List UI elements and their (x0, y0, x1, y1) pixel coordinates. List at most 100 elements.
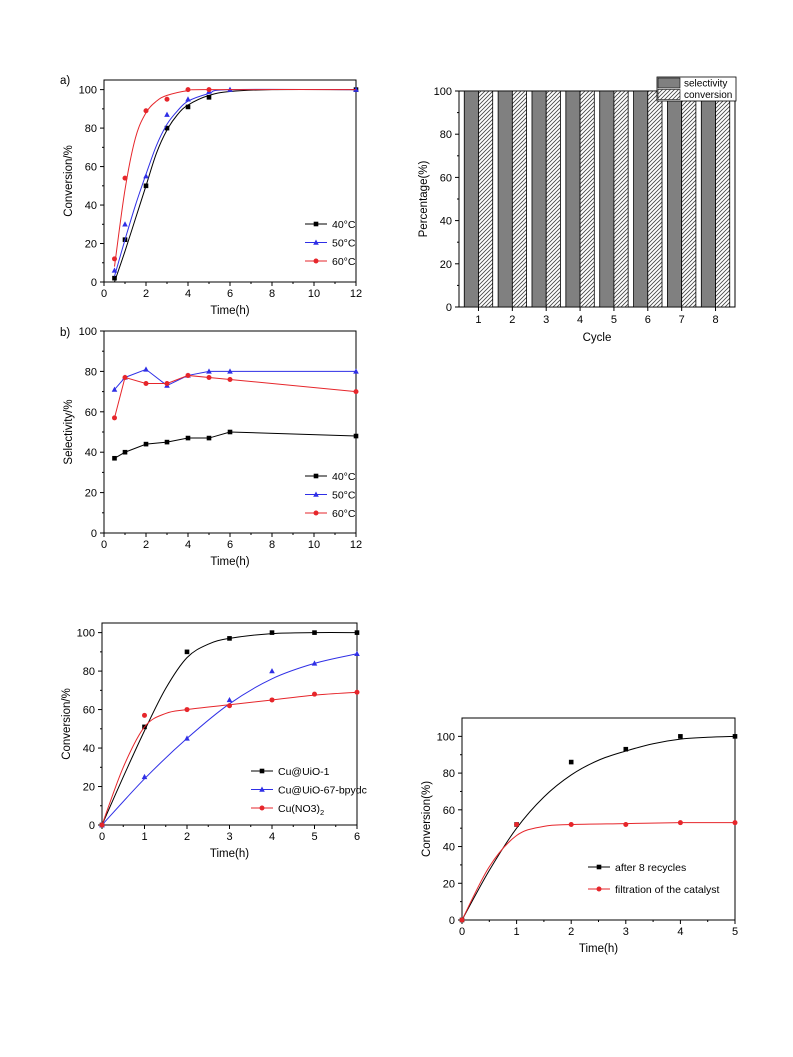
chart-e: 0 1 2 3 4 5 0 20 40 60 80 100 Time(h) Conversion(%) af… (421, 717, 738, 955)
y-axis-label: Conversion/% (63, 145, 75, 217)
data-point (206, 368, 212, 374)
legend: 40°C 50°C 60°C (305, 471, 356, 520)
legend-marker (596, 864, 602, 870)
data-point (206, 435, 212, 441)
x-tick-label: 3 (226, 831, 232, 843)
y-tick-label: 60 (85, 162, 97, 174)
data-point (122, 449, 128, 455)
data-point (678, 734, 683, 739)
y-tick-label: 60 (83, 705, 95, 717)
data-point (568, 822, 574, 828)
legend-marker (259, 768, 265, 774)
x-tick-label: 4 (577, 314, 583, 326)
data-point (227, 376, 233, 382)
data-point (185, 104, 191, 110)
series-curve (461, 735, 736, 921)
x-tick-label: 1 (141, 831, 147, 843)
data-point (143, 108, 149, 114)
data-point (142, 712, 147, 718)
x-tick-label: 2 (143, 539, 149, 551)
series-line (114, 374, 357, 418)
data-point (185, 96, 191, 102)
x-tick-label: 2 (143, 288, 149, 300)
data-point (269, 668, 275, 674)
x-axis-label: Time(h) (210, 848, 249, 860)
data-point (353, 433, 359, 439)
bar-conversion (613, 90, 629, 308)
legend-marker (313, 258, 319, 264)
data-point (164, 111, 170, 117)
x-tick-label: 7 (679, 314, 685, 326)
legend-marker (313, 491, 319, 497)
data-point (111, 267, 118, 273)
data-point (164, 96, 170, 102)
bar-conversion (511, 90, 527, 308)
chart-d: 0 1 2 3 4 5 6020406080100Time(h)Conversion/%Cu… (61, 622, 367, 860)
legend: 40°C 50°C 60°C (305, 219, 356, 268)
x-tick-label: 5 (611, 314, 617, 326)
y-axis-label: Conversion/% (61, 688, 73, 760)
legend-marker (313, 473, 319, 479)
data-point (143, 183, 149, 189)
x-tick-label: 8 (269, 288, 275, 300)
y-tick-label: 100 (434, 86, 452, 98)
series-2 (112, 372, 359, 421)
data-point (677, 820, 683, 826)
data-point (623, 822, 629, 828)
legend-label: 50°C (332, 237, 356, 249)
data-point (184, 649, 190, 655)
series-2 (112, 87, 357, 267)
data-point (623, 746, 629, 752)
data-point (122, 221, 128, 227)
series-0 (112, 429, 359, 461)
data-point (185, 435, 191, 441)
x-tick-label: 0 (459, 926, 465, 938)
x-axis-label: Time(h) (210, 556, 249, 568)
legend-label: filtration of the catalyst (615, 884, 720, 896)
legend-label: Cu@UiO-1 (278, 766, 330, 778)
data-point (112, 275, 117, 281)
bar-selectivity (497, 90, 513, 308)
x-tick-label: 3 (623, 926, 629, 938)
x-tick-label: 0 (101, 539, 107, 551)
series-0 (112, 87, 359, 283)
x-tick-label: 10 (308, 539, 320, 551)
x-tick-label: 0 (101, 288, 107, 300)
data-point (354, 630, 360, 635)
x-tick-label: 12 (350, 539, 362, 551)
y-tick-label: 0 (89, 820, 95, 832)
y-tick-label: 80 (440, 129, 452, 141)
y-tick-label: 0 (446, 302, 452, 314)
y-tick-label: 40 (440, 216, 452, 228)
series-line (114, 368, 356, 390)
bar-selectivity (463, 90, 479, 308)
legend-label: Cu(NO3)2 (278, 803, 324, 818)
series-curve (461, 822, 736, 921)
data-point (227, 429, 233, 435)
y-tick-label: 40 (443, 842, 455, 854)
legend-label: conversion (684, 90, 732, 101)
x-tick-label: 5 (732, 926, 738, 938)
series-curve (114, 89, 357, 267)
legend-label: 60°C (332, 256, 356, 268)
x-tick-label: 10 (308, 288, 320, 300)
data-point (227, 636, 232, 641)
x-tick-label: 8 (712, 314, 718, 326)
data-point (184, 707, 190, 713)
x-tick-label: 2 (509, 314, 515, 326)
bar-conversion (715, 90, 731, 308)
y-tick-label: 80 (83, 666, 95, 678)
data-point (311, 660, 318, 666)
x-tick-label: 4 (185, 539, 191, 551)
data-point (206, 95, 212, 100)
y-tick-label: 100 (437, 731, 455, 743)
y-tick-label: 80 (85, 366, 97, 378)
bar-selectivity (667, 90, 683, 308)
legend-marker (259, 786, 265, 792)
data-point (122, 374, 128, 380)
legend-swatch (657, 77, 681, 89)
data-point (353, 368, 359, 374)
data-point (99, 822, 105, 828)
